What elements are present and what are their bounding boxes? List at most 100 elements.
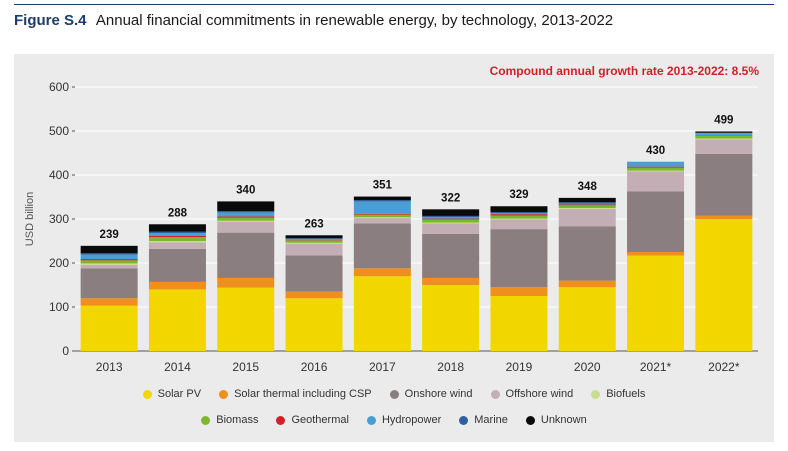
bar-total-label: 288 xyxy=(168,207,188,219)
bar-segment-unknown xyxy=(558,197,616,203)
bar-segment-biomass xyxy=(558,205,616,208)
x-tick-label: 2021* xyxy=(640,360,672,374)
bar-segment-biomass xyxy=(490,215,548,219)
legend-swatch xyxy=(366,415,376,425)
bar-segment-biomass xyxy=(148,237,206,241)
chart-panel: 0 100 200 300 400 500 600 USD billion Compound a… xyxy=(14,54,774,442)
legend-swatch xyxy=(525,415,535,425)
x-tick-label: 2018 xyxy=(437,360,464,374)
bar-total-label: 499 xyxy=(714,114,733,126)
legend-label: Geothermal xyxy=(291,414,349,426)
bar-segment-hydropower xyxy=(490,213,548,215)
x-tick-label: 2016 xyxy=(301,360,328,374)
legend-label: Solar thermal including CSP xyxy=(234,388,372,400)
bar-segment-unknown xyxy=(80,245,138,254)
bar-segment-solar-thermal-including-csp xyxy=(353,268,411,277)
bar-segment-offshore-wind xyxy=(627,171,685,192)
bar-segment-solar-thermal-including-csp xyxy=(217,277,275,288)
bar-segment-biofuels xyxy=(490,218,548,220)
bar-segment-biomass xyxy=(695,135,753,139)
bar-segment-geothermal xyxy=(217,216,275,218)
cagr-annotation: Compound annual growth rate 2013-2022: 8… xyxy=(490,64,760,78)
bar-segment-hydropower xyxy=(627,162,685,167)
bar-segment-biofuels xyxy=(695,138,753,140)
bar-segment-unknown xyxy=(148,224,206,232)
x-tick-label: 2019 xyxy=(506,360,533,374)
bar-segment-onshore-wind xyxy=(148,248,206,282)
legend-item: Hydropower xyxy=(366,414,442,426)
bar-segment-solar-pv xyxy=(148,289,206,351)
bar-segment-biofuels xyxy=(285,242,343,244)
bar-segment-onshore-wind xyxy=(217,232,275,278)
bar-segment-marine xyxy=(148,231,206,234)
x-tick-label: 2015 xyxy=(232,360,259,374)
x-tick-label: 2022* xyxy=(708,360,740,374)
bar-segment-biofuels xyxy=(217,220,275,222)
bar-segment-unknown xyxy=(422,209,480,216)
stacked-bar-chart: 0 100 200 300 400 500 600 USD billion Compound a… xyxy=(24,64,760,374)
bar-segment-onshore-wind xyxy=(558,226,616,281)
bar-segment-solar-pv xyxy=(422,285,480,351)
bar-total-label: 329 xyxy=(509,189,528,201)
bar-segment-offshore-wind xyxy=(353,218,411,224)
bar-segment-hydropower xyxy=(353,201,411,214)
bar-segment-onshore-wind xyxy=(353,223,411,269)
bar-total-label: 340 xyxy=(236,184,255,196)
bar-segment-unknown xyxy=(490,206,548,212)
legend-swatch xyxy=(276,415,286,425)
bar-segment-solar-thermal-including-csp xyxy=(558,280,616,288)
bar-segment-geothermal xyxy=(490,214,548,216)
bar-segment-solar-pv xyxy=(285,298,343,351)
bar-segment-biofuels xyxy=(148,241,206,243)
y-tick-label: 100 xyxy=(49,300,69,314)
figure-title-text: Annual financial commitments in renewabl… xyxy=(95,12,614,29)
bar-segment-hydropower xyxy=(285,238,343,241)
bar-segment-offshore-wind xyxy=(422,223,480,234)
legend-label: Hydropower xyxy=(381,414,442,426)
bar-segment-offshore-wind xyxy=(148,242,206,249)
legend-row-2: Biomass Geothermal Hydropower Marine Unknown xyxy=(14,414,774,426)
bar-segment-solar-pv xyxy=(490,296,548,351)
bar-segment-marine xyxy=(422,215,480,218)
bar-segment-geothermal xyxy=(422,218,480,220)
legend-item: Onshore wind xyxy=(389,388,473,400)
legend-item: Geothermal xyxy=(276,414,349,426)
legend-swatch xyxy=(591,389,601,399)
bar-segment-offshore-wind xyxy=(80,264,138,269)
y-tick-label: 300 xyxy=(49,212,69,226)
bar-segment-geothermal xyxy=(627,166,685,168)
bar-segment-offshore-wind xyxy=(217,221,275,233)
figure-label: Figure S.4 xyxy=(14,12,87,29)
bar-segment-onshore-wind xyxy=(285,255,343,292)
bar-segment-hydropower xyxy=(422,217,480,219)
bar-segment-marine xyxy=(558,202,616,204)
bar-segment-geothermal xyxy=(353,213,411,215)
legend-label: Unknown xyxy=(540,414,587,426)
y-axis-label: USD billion xyxy=(24,192,36,246)
bar-segment-offshore-wind xyxy=(285,243,343,256)
bar-segment-biomass xyxy=(285,240,343,243)
bar-segment-biomass xyxy=(627,167,685,171)
figure-title: Figure S.4 Annual financial commitments … xyxy=(14,12,613,29)
legend-swatch xyxy=(389,389,399,399)
bar-segment-hydropower xyxy=(148,233,206,236)
bar-segment-solar-thermal-including-csp xyxy=(285,291,343,299)
bar-segment-unknown xyxy=(285,235,343,239)
legend-label: Solar PV xyxy=(157,388,202,400)
legend-swatch xyxy=(142,389,152,399)
bar-segment-biomass xyxy=(422,219,480,223)
legend-swatch xyxy=(201,415,211,425)
bar-segment-offshore-wind xyxy=(490,219,548,230)
bar-segment-geothermal xyxy=(80,259,138,261)
bar-segment-solar-thermal-including-csp xyxy=(695,215,753,219)
bar-segment-offshore-wind xyxy=(558,208,616,227)
bar-total-label: 430 xyxy=(646,145,665,157)
bar-segment-onshore-wind xyxy=(80,268,138,299)
legend-row-1: Solar PV Solar thermal including CSP Onsho… xyxy=(14,388,774,400)
bar-segment-solar-pv xyxy=(627,255,685,351)
x-tick-label: 2017 xyxy=(369,360,396,374)
bar-segment-solar-thermal-including-csp xyxy=(627,252,685,256)
bar-segment-solar-pv xyxy=(558,287,616,351)
bar-segment-unknown xyxy=(217,201,275,212)
bar-segment-offshore-wind xyxy=(695,139,753,154)
